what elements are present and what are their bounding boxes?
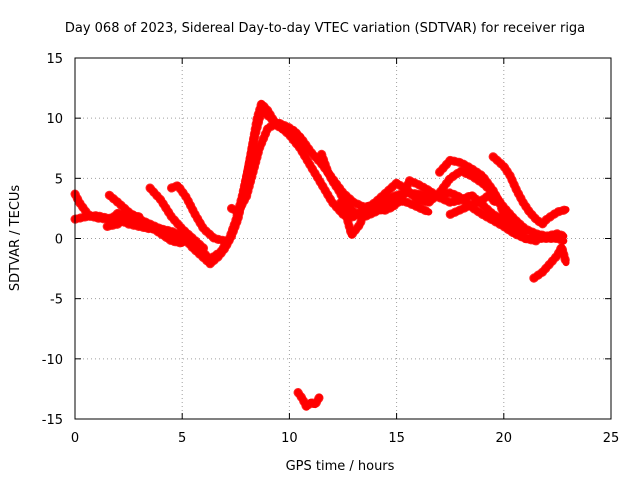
y-axis-label: SDTVAR / TECUs (8, 185, 23, 292)
series-track-7-markers (167, 181, 230, 246)
y-tick-label: -15 (42, 413, 63, 428)
series-track-13-markers (488, 152, 571, 229)
x-tick-label: 25 (603, 431, 620, 446)
tick-marks (74, 57, 612, 420)
series-track-10-markers (336, 176, 530, 240)
series-track-1 (71, 100, 540, 268)
x-tick-label: 20 (496, 431, 513, 446)
x-tick-label: 15 (388, 431, 405, 446)
x-tick-label: 5 (178, 431, 186, 446)
series-track-8-markers (227, 118, 305, 217)
series-track-15-markers (293, 388, 324, 412)
series-layer (70, 99, 571, 412)
series-track-1-markers (70, 99, 541, 269)
x-tick-labels: 0 5 10 15 20 25 (71, 431, 619, 446)
chart-title: Day 068 of 2023, Sidereal Day-to-day VTE… (65, 21, 585, 36)
series-track-14-markers (529, 242, 571, 283)
x-tick-label: 10 (281, 431, 298, 446)
y-tick-labels: -15 -10 -5 0 5 10 15 (42, 52, 63, 428)
series-track-6-markers (145, 183, 209, 253)
x-tick-label: 0 (71, 431, 79, 446)
y-tick-label: 15 (46, 52, 63, 67)
y-tick-label: 0 (55, 233, 63, 248)
y-tick-label: 5 (55, 172, 63, 187)
y-tick-label: 10 (46, 112, 63, 127)
series-track-5-markers (104, 190, 176, 240)
y-tick-label: -10 (42, 353, 63, 368)
grid (75, 58, 611, 419)
y-tick-label: -5 (50, 293, 63, 308)
series-track-12-markers (445, 190, 500, 219)
series-track-11-markers (435, 155, 569, 246)
x-axis-label: GPS time / hours (286, 459, 395, 474)
